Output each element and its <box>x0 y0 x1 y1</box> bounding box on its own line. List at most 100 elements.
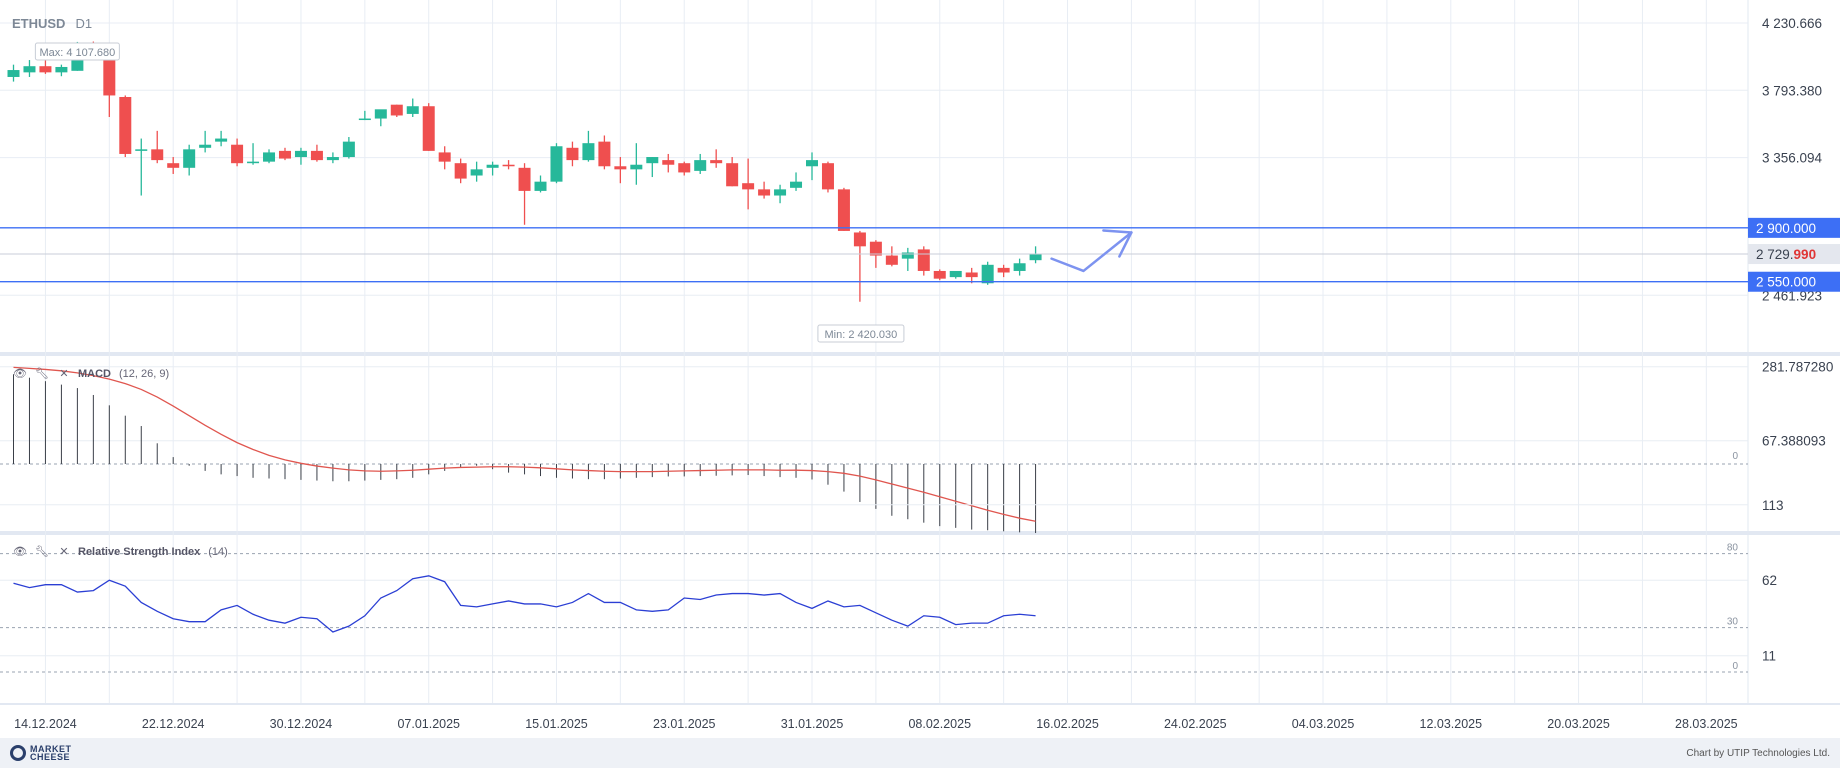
current-price-label: 2 729.990 <box>1756 247 1816 262</box>
macd-signal-line <box>13 366 1036 522</box>
close-icon[interactable]: ✕ <box>59 368 69 380</box>
forecast-arrowhead <box>1102 229 1133 258</box>
candle-body <box>438 152 451 162</box>
logo-mark-icon <box>10 745 26 761</box>
pane-separator-rsi <box>0 531 1840 535</box>
candle-body <box>278 150 291 159</box>
candle-body <box>135 149 148 151</box>
level-label-bg <box>1748 217 1840 238</box>
candle-body <box>742 183 755 190</box>
x-tick-label: 22.12.2024 <box>142 717 205 731</box>
candle-body <box>837 189 850 231</box>
x-tick-label: 30.12.2024 <box>270 717 333 731</box>
x-tick-label: 16.02.2025 <box>1036 717 1099 731</box>
forecast-arrow-line <box>1050 231 1133 273</box>
candle-body <box>790 181 803 188</box>
rsi-line <box>13 575 1036 633</box>
rsi-params: (14) <box>208 546 228 558</box>
rsi-tick-label: 11 <box>1762 649 1776 664</box>
candle-body <box>310 150 323 161</box>
x-tick-label: 07.01.2025 <box>397 717 460 731</box>
candle-body <box>598 141 611 167</box>
level-label-bg <box>1748 271 1840 292</box>
market-cheese-logo: MARKET CHEESE <box>10 745 72 762</box>
x-tick-label: 08.02.2025 <box>908 717 971 731</box>
min-label: Min: 2 420.030 <box>825 329 898 341</box>
price-tick-label: 3 793.380 <box>1762 83 1822 98</box>
chart-credit: Chart by UTIP Technologies Ltd. <box>1686 748 1830 759</box>
macd-tick-label: 281.787280 <box>1762 360 1833 375</box>
rsi-header: 👁︎ 🔧︎ ✕ Relative Strength Index (14) <box>12 544 228 560</box>
candle-body <box>518 167 531 191</box>
wrench-icon[interactable]: 🔧︎ <box>35 546 49 558</box>
x-tick-label: 12.03.2025 <box>1420 717 1483 731</box>
price-tick-label: 4 230.666 <box>1762 16 1822 31</box>
candle-body <box>869 241 882 256</box>
candle-body <box>183 149 196 168</box>
candle-body <box>406 106 419 114</box>
candle-body <box>486 164 499 168</box>
wrench-icon[interactable]: 🔧︎ <box>35 368 49 380</box>
candle-body <box>981 264 994 284</box>
symbol-label: ETHUSD <box>12 16 66 31</box>
candle-body <box>997 267 1010 273</box>
candle-body <box>103 60 116 96</box>
candle-body <box>454 163 467 179</box>
macd-params: (12, 26, 9) <box>119 368 170 380</box>
candle-body <box>326 157 339 161</box>
candle-body <box>774 189 787 196</box>
eye-icon[interactable]: 👁︎ <box>13 368 27 380</box>
candle-body <box>630 164 643 170</box>
candle-body <box>422 106 435 151</box>
x-tick-label: 14.12.2024 <box>14 717 77 731</box>
candle-body <box>390 104 403 116</box>
candle-body <box>758 189 771 196</box>
candle-body <box>614 166 627 170</box>
candle-body <box>821 163 834 190</box>
candle-body <box>502 164 515 167</box>
current-price-main: 2 729. <box>1756 247 1794 262</box>
eye-icon[interactable]: 👁︎ <box>13 546 27 558</box>
candle-body <box>39 66 52 73</box>
candle-body <box>215 138 228 142</box>
candle-body <box>1013 263 1026 271</box>
candle-body <box>151 149 164 161</box>
max-label-box <box>34 42 120 61</box>
price-tick-label-hidden: 2 461.923 <box>1762 288 1822 303</box>
x-tick-label: 23.01.2025 <box>653 717 716 731</box>
candle-body <box>534 181 547 191</box>
candle-body <box>55 66 68 73</box>
candle-body <box>263 152 276 162</box>
rsi-tick-label: 113 <box>1762 498 1784 513</box>
candle-body <box>470 169 483 176</box>
symbol-header: ETHUSD D1 <box>12 16 92 31</box>
candle-body <box>23 66 36 73</box>
candle-body <box>965 272 978 278</box>
macd-zero-label: 0 <box>1732 451 1738 462</box>
rsi-tick-label: 62 <box>1762 573 1777 588</box>
macd-header: 👁︎ 🔧︎ ✕ MACD (12, 26, 9) <box>12 366 169 382</box>
candle-body <box>901 252 914 259</box>
candle-body <box>726 163 739 187</box>
rsi-name: Relative Strength Index <box>78 546 201 558</box>
level-label: 2 550.000 <box>1756 275 1816 290</box>
level-label: 2 900.000 <box>1756 221 1816 236</box>
candle-body <box>853 232 866 247</box>
candle-body <box>566 147 579 161</box>
rsi-level-label: 30 <box>1727 617 1739 628</box>
x-tick-label: 31.01.2025 <box>781 717 844 731</box>
max-label: Max: 4 107.680 <box>39 47 115 59</box>
candle-body <box>7 70 20 77</box>
candle-body <box>374 109 387 119</box>
macd-tick-label: 67.388093 <box>1762 434 1826 449</box>
close-icon[interactable]: ✕ <box>59 546 69 558</box>
x-tick-label: 28.03.2025 <box>1675 717 1738 731</box>
candle-body <box>806 160 818 167</box>
candle-body <box>662 160 675 165</box>
logo-line2: CHEESE <box>30 752 71 762</box>
timeframe-label: D1 <box>75 16 93 31</box>
candle-body <box>949 270 962 278</box>
candle-body <box>885 255 898 265</box>
